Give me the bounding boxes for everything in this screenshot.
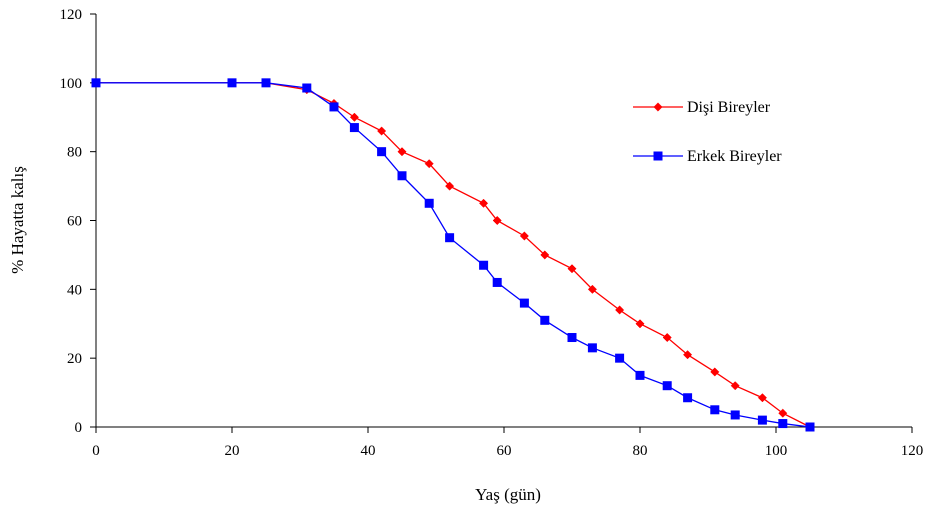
data-point	[261, 78, 271, 88]
data-point	[662, 381, 672, 391]
y-tick-label: 20	[67, 351, 82, 367]
data-point	[683, 393, 693, 403]
data-point	[710, 367, 720, 377]
data-point	[540, 315, 550, 325]
y-axis-title: % Hayatta kalış	[8, 166, 27, 274]
legend-label: Dişi Bireyler	[687, 99, 771, 116]
data-point	[710, 405, 720, 415]
legend-marker	[653, 151, 663, 161]
y-tick-label: 80	[67, 145, 82, 161]
x-axis-title: Yaş (gün)	[475, 485, 541, 504]
x-tick-label: 100	[765, 443, 788, 459]
series-line	[96, 82, 811, 428]
data-point	[683, 350, 693, 360]
legend: Dişi Bireyler Erkek Bireyler	[633, 99, 782, 165]
x-tick-label: 120	[901, 443, 924, 459]
data-point	[730, 381, 740, 391]
y-tick-label: 100	[60, 76, 83, 92]
data-point	[492, 215, 502, 226]
data-point	[757, 393, 767, 403]
data-point	[519, 298, 529, 308]
data-point	[227, 78, 237, 88]
data-point	[329, 102, 339, 112]
x-tick-label: 80	[633, 443, 648, 459]
data-point	[445, 181, 455, 191]
y-tick-label: 60	[67, 214, 82, 230]
data-point	[349, 112, 359, 122]
data-point	[302, 83, 312, 93]
data-point	[778, 419, 788, 429]
data-point	[587, 284, 597, 294]
data-point	[445, 233, 455, 243]
legend-marker	[653, 102, 663, 112]
data-point	[349, 123, 359, 133]
data-point	[397, 171, 407, 181]
y-tick-label: 120	[60, 7, 83, 23]
axes: 0 20 40 60 80 100 120 0 20 40 60 80 100 120	[60, 7, 924, 459]
series-layer	[91, 78, 815, 432]
data-point	[805, 422, 815, 432]
y-tick-label: 0	[75, 420, 83, 436]
x-tick-label: 0	[92, 443, 100, 459]
data-point	[540, 250, 550, 260]
data-point	[615, 353, 625, 363]
data-point	[492, 277, 502, 287]
data-point	[424, 198, 434, 208]
data-point	[730, 410, 740, 420]
y-tick-label: 40	[67, 282, 82, 298]
x-tick-label: 40	[361, 443, 376, 459]
data-point	[662, 332, 672, 343]
data-point	[778, 408, 788, 418]
data-point	[91, 78, 101, 88]
legend-label: Erkek Bireyler	[687, 148, 782, 165]
data-point	[587, 343, 597, 353]
data-point	[377, 126, 387, 136]
data-point	[615, 305, 625, 315]
series-erkek	[91, 78, 815, 432]
data-point	[479, 260, 489, 270]
data-point	[757, 415, 767, 425]
series-line	[96, 82, 811, 428]
x-tick-label: 60	[497, 443, 512, 459]
data-point	[635, 319, 645, 329]
data-point	[567, 333, 577, 343]
series-disi	[91, 78, 815, 432]
data-point	[567, 264, 577, 274]
data-point	[397, 147, 407, 157]
x-tick-label: 20	[225, 443, 240, 459]
data-point	[519, 231, 529, 241]
data-point	[479, 198, 489, 208]
data-point	[424, 159, 434, 169]
data-point	[377, 147, 387, 157]
data-point	[635, 370, 645, 380]
